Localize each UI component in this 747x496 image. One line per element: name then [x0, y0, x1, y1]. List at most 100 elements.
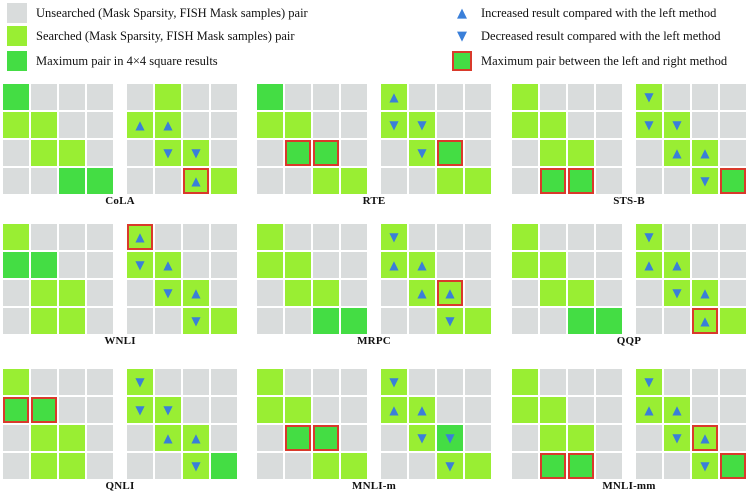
maximum-cell [313, 308, 339, 334]
boxed-maximum-cell [568, 168, 594, 194]
searched-cell: ▼ [664, 280, 690, 306]
up-triangle-icon: ▲ [700, 314, 710, 328]
unsearched-cell [720, 112, 746, 138]
unsearched-cell [437, 224, 463, 250]
unsearched-cell [596, 369, 622, 395]
unsearched-cell [409, 369, 435, 395]
unsearched-cell [512, 453, 538, 479]
unsearched-cell [409, 308, 435, 334]
maximum-cell [87, 168, 113, 194]
searched-cell: ▼ [183, 308, 209, 334]
searched-cell [540, 252, 566, 278]
unsearched-cell [285, 224, 311, 250]
unsearched-cell [341, 84, 367, 110]
right-method-grid: ▼ ▼ ▼ ▲ ▲ ▼ [127, 369, 237, 479]
right-method-grid: ▼ ▲ ▲ ▲ ▲ ▼ [381, 224, 491, 334]
down-triangle-icon: ▼ [672, 286, 682, 300]
down-triangle-icon: ▼ [389, 230, 399, 244]
searched-cell [3, 369, 29, 395]
searched-cell: ▼ [636, 369, 662, 395]
unsearched-cell [3, 308, 29, 334]
boxed-maximum-cell: ▲ [437, 280, 463, 306]
unsearched-cell [381, 453, 407, 479]
searched-cell [257, 224, 283, 250]
up-triangle-icon: ▲ [672, 146, 682, 160]
unsearched-cell [211, 224, 237, 250]
searched-cell [31, 140, 57, 166]
panel-title: QQP [616, 335, 642, 347]
up-triangle-icon: ▲ [163, 118, 173, 132]
down-triangle-icon: ▼ [672, 118, 682, 132]
legend-label: Decreased result compared with the left … [481, 28, 721, 43]
unsearched-cell [596, 224, 622, 250]
unsearched-cell [381, 425, 407, 451]
unsearched-cell [127, 84, 153, 110]
legend-item-down: ▼ Decreased result compared with the left… [452, 26, 721, 46]
panel-title: MNLI-mm [602, 480, 656, 492]
up-triangle-icon: ▲ [700, 286, 710, 300]
down-triangle-icon: ▼ [445, 459, 455, 473]
legend-label: Maximum pair in 4×4 square results [36, 53, 218, 68]
unsearched-cell [127, 280, 153, 306]
unsearched-cell [313, 252, 339, 278]
unsearched-cell [87, 224, 113, 250]
right-method-grid: ▲ ▼ ▲ ▼ ▲ ▼ [127, 224, 237, 334]
unsearched-cell [596, 112, 622, 138]
left-method-grid [512, 224, 622, 334]
unsearched-cell [568, 224, 594, 250]
unsearched-cell [720, 425, 746, 451]
right-method-grid: ▼ ▼ ▼ ▲ ▲ ▼ [636, 84, 746, 194]
searched-cell [313, 280, 339, 306]
unsearched-cell [257, 140, 283, 166]
unsearched-cell [664, 84, 690, 110]
searched-cell: ▲ [155, 425, 181, 451]
down-triangle-icon: ▼ [644, 118, 654, 132]
maximum-cell [596, 308, 622, 334]
searched-cell: ▲ [155, 112, 181, 138]
unsearched-cell [409, 224, 435, 250]
unsearched-cell [512, 308, 538, 334]
searched-cell: ▼ [127, 252, 153, 278]
boxed-maximum-cell: ▲ [692, 425, 718, 451]
searched-cell [313, 168, 339, 194]
red-boxed-square-icon [452, 51, 472, 71]
searched-cell: ▼ [381, 112, 407, 138]
unsearched-cell [285, 453, 311, 479]
searched-cell: ▲ [183, 280, 209, 306]
unsearched-cell [257, 453, 283, 479]
down-triangle-icon: ▼ [135, 375, 145, 389]
searched-cell: ▲ [664, 252, 690, 278]
searched-cell [568, 140, 594, 166]
unsearched-cell [465, 84, 491, 110]
unsearched-cell [465, 252, 491, 278]
searched-cell [257, 369, 283, 395]
searched-cell: ▼ [155, 140, 181, 166]
searched-cell: ▲ [409, 252, 435, 278]
unsearched-cell [664, 168, 690, 194]
up-triangle-icon: ▲ [417, 403, 427, 417]
panel-cola: ▲ ▲ ▼ ▼ ▲ CoLA [3, 84, 237, 210]
searched-cell: ▲ [664, 140, 690, 166]
unsearched-cell [285, 369, 311, 395]
searched-cell: ▲ [155, 252, 181, 278]
down-triangle-icon: ▼ [417, 431, 427, 445]
searched-cell [59, 140, 85, 166]
unsearched-cell [692, 84, 718, 110]
unsearched-cell [341, 252, 367, 278]
unsearched-cell [437, 369, 463, 395]
legend-label: Increased result compared with the left … [481, 5, 717, 20]
unsearched-cell [87, 280, 113, 306]
unsearched-cell [341, 224, 367, 250]
down-triangle-icon: ▼ [135, 258, 145, 272]
down-triangle-icon: ▼ [644, 375, 654, 389]
searched-cell: ▼ [409, 425, 435, 451]
unsearched-cell [341, 140, 367, 166]
searched-cell [512, 397, 538, 423]
left-method-grid [3, 84, 113, 194]
unsearched-cell [636, 140, 662, 166]
searched-cell: ▲ [692, 140, 718, 166]
unsearched-cell [211, 140, 237, 166]
unsearched-cell [692, 112, 718, 138]
searched-cell [211, 168, 237, 194]
unsearched-cell [313, 84, 339, 110]
